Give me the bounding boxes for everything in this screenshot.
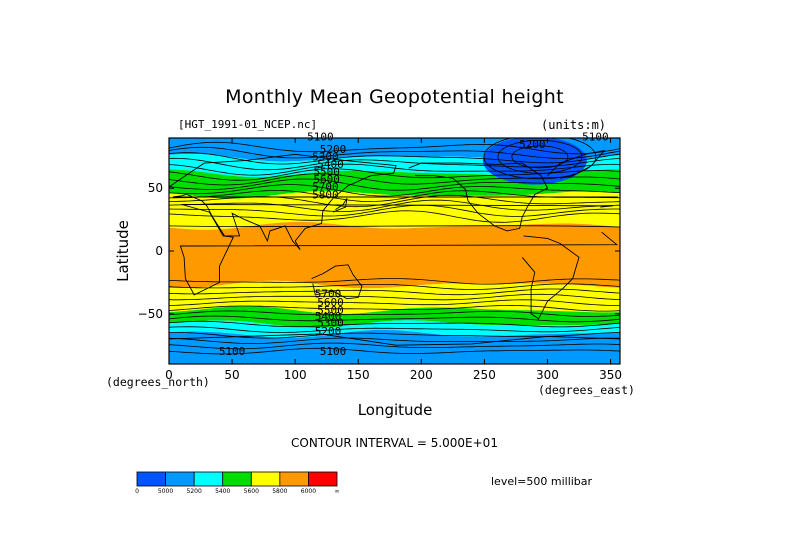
- contour-line: [169, 163, 620, 176]
- colorbar-swatch: [250, 471, 281, 487]
- contour-line: [497, 139, 583, 174]
- contour-label: 5400: [317, 158, 344, 171]
- y-tick-label: 0: [155, 244, 163, 258]
- contour-label: 5800: [312, 188, 339, 201]
- colorbar-swatch: [279, 471, 309, 487]
- contour-line: [169, 304, 620, 312]
- contour-label: 5400: [315, 310, 342, 323]
- colorbar-swatch: [136, 471, 166, 487]
- contour-line: [169, 173, 620, 186]
- contour-label: 5700: [312, 181, 339, 194]
- contour-label: 5700: [315, 287, 342, 300]
- contour-label: 5600: [313, 173, 340, 186]
- color-band: [169, 191, 620, 230]
- contour-line: [511, 145, 569, 169]
- contour-line: [169, 288, 620, 296]
- y-units-label: (degrees_north): [106, 375, 210, 389]
- level-label: level=500 millibar: [491, 475, 593, 488]
- colorbar-label: 5000: [158, 488, 173, 495]
- colorbar-label: ∞: [335, 488, 340, 495]
- x-tick-label: 0: [165, 368, 173, 382]
- contour-label: 5600: [317, 296, 344, 309]
- coastline: [169, 333, 620, 346]
- contour-label: 5200: [320, 143, 347, 156]
- contour-line: [169, 141, 620, 155]
- contour-label: 5100: [307, 131, 334, 144]
- contour-line: [169, 278, 620, 285]
- contour-label: 5100: [320, 345, 347, 358]
- contour-line: [169, 293, 620, 301]
- chart-title: Monthly Mean Geopotential height: [225, 86, 564, 108]
- units-label: (units:m): [541, 118, 607, 132]
- contour-line: [169, 184, 620, 197]
- contour-line: [169, 326, 620, 333]
- coastline: [408, 162, 549, 232]
- contour-label: 5500: [313, 166, 340, 179]
- colorbar-swatch: [193, 471, 224, 487]
- contour-labels: 5100520051005200530054005500560057005800…: [219, 131, 609, 359]
- colorbar-swatch: [308, 471, 338, 487]
- colorbar-label: 5800: [272, 488, 287, 495]
- colorbar-label: 5400: [215, 488, 230, 495]
- x-units-label: (degrees_east): [538, 383, 635, 397]
- y-axis: −50 0 50: [138, 181, 620, 321]
- contour-line: [169, 310, 620, 317]
- coastline: [311, 264, 363, 300]
- contour-label: 5100: [582, 131, 609, 144]
- contour-line: [169, 320, 620, 328]
- contour-line: [169, 210, 620, 223]
- contour-line: [169, 342, 620, 350]
- contour-interval-note: CONTOUR INTERVAL = 5.000E+01: [291, 436, 498, 450]
- coastline: [179, 204, 619, 296]
- contour-label: 5300: [312, 151, 339, 164]
- coastline: [521, 235, 580, 320]
- contour-line: [169, 204, 620, 217]
- contour-label: 5200: [519, 138, 546, 151]
- x-axis-label: Longitude: [358, 401, 433, 419]
- x-tick-label: 150: [347, 368, 370, 382]
- contour-line: [169, 299, 620, 306]
- contour-line: [169, 347, 620, 355]
- color-band: [169, 320, 620, 338]
- contour-label: 5300: [317, 316, 344, 329]
- contour-line: [169, 178, 620, 191]
- x-tick-label: 300: [536, 368, 559, 382]
- contour-label: 5100: [219, 345, 246, 358]
- y-tick-label: −50: [138, 307, 163, 321]
- contour-line: [169, 199, 620, 212]
- coastlines: [169, 149, 620, 346]
- x-tick-label: 350: [599, 368, 622, 382]
- colorbar-swatch: [222, 471, 252, 487]
- y-axis-label: Latitude: [114, 220, 132, 282]
- contour-line: [169, 157, 620, 171]
- colorbar-label: 6000: [301, 488, 316, 495]
- coastline: [547, 149, 606, 179]
- x-tick-label: 250: [473, 368, 496, 382]
- contour-line: [483, 138, 597, 180]
- y-tick-label: 50: [148, 181, 163, 195]
- contour-line: [169, 225, 620, 228]
- x-axis: 0 50 100 150 200 250 300 350: [165, 138, 622, 382]
- colorbar-swatch: [165, 471, 195, 487]
- contour-label: 5200: [315, 325, 342, 338]
- contour-label: 5500: [317, 304, 344, 317]
- x-tick-label: 100: [284, 368, 307, 382]
- x-tick-label: 50: [224, 368, 239, 382]
- color-band: [169, 221, 620, 289]
- contour-line: [169, 315, 620, 323]
- chart-subtitle: [HGT_1991-01_NCEP.nc]: [178, 118, 318, 131]
- colorbar: 0 5000 5200 5400 5600 5800 6000 ∞: [135, 471, 340, 495]
- colorbar-label: 5200: [187, 488, 202, 495]
- x-tick-label: 200: [410, 368, 433, 382]
- contour-line: [169, 146, 620, 159]
- coastline: [332, 198, 348, 213]
- colorbar-label: 5600: [244, 488, 259, 495]
- contour-line: [169, 283, 620, 290]
- contour-line: [169, 337, 620, 344]
- colorbar-label: 0: [135, 488, 139, 495]
